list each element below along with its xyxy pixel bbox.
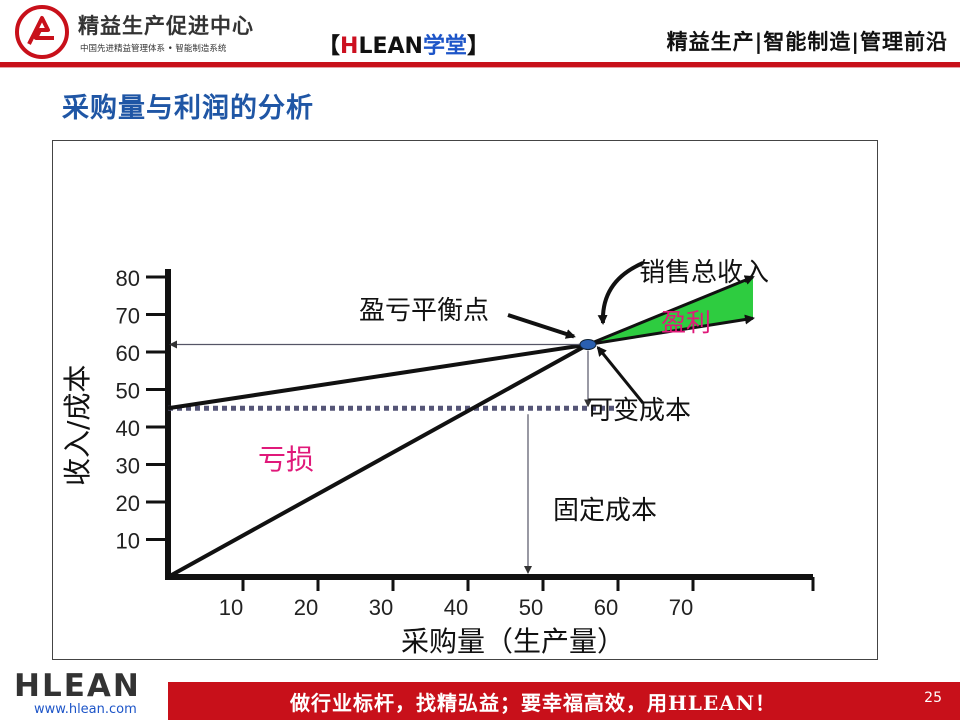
x-tick-label: 10 xyxy=(219,595,243,620)
revenue-line-extension xyxy=(587,275,755,346)
variable-cost-pointer xyxy=(596,345,645,404)
page-number: 25 xyxy=(924,690,942,706)
x-tick-label: 40 xyxy=(444,595,468,620)
academy-title: 【HLEAN学堂】 xyxy=(318,28,489,60)
header-divider xyxy=(0,62,960,67)
y-tick-label: 70 xyxy=(116,304,140,329)
y-tick-label: 30 xyxy=(116,454,140,479)
footer-logo: HLEAN xyxy=(14,668,141,704)
variable-cost-label: 可变成本 xyxy=(587,396,691,426)
academy-bracket-left: 【 xyxy=(318,34,341,59)
x-tick-label: 30 xyxy=(369,595,393,620)
break-even-chart: 10 20 30 40 50 60 70 80 10 20 30 40 50 60 70 收入/成本 采购量… xyxy=(61,258,815,658)
header-tagline: 精益生产|智能制造|管理前沿 xyxy=(666,30,948,54)
revenue-pointer xyxy=(597,261,644,325)
y-axis-label: 收入/成本 xyxy=(61,365,94,486)
header: 精益生产促进中心 中国先进精益管理体系 • 智能制造系统 【HLEAN学堂】 精… xyxy=(0,0,960,68)
x-tick-label: 70 xyxy=(669,595,693,620)
total-cost-line xyxy=(167,342,589,411)
break-even-pointer xyxy=(507,313,576,339)
academy-lean: LEAN xyxy=(358,34,423,59)
y-tick-label: 50 xyxy=(116,379,140,404)
academy-bracket-right: 】 xyxy=(466,34,489,59)
footer-slogan: 做行业标杆，找精弘益；要幸福高效，用HLEAN！ xyxy=(290,691,777,715)
brand-name: 精益生产促进中心 xyxy=(78,13,254,38)
total-cost-line-extension xyxy=(587,314,755,346)
y-tick-label: 60 xyxy=(116,341,140,366)
brand-subtitle: 中国先进精益管理体系 • 智能制造系统 xyxy=(80,44,227,54)
slide-title: 采购量与利润的分析 xyxy=(62,93,314,124)
y-tick-label: 20 xyxy=(116,491,140,516)
break-even-point xyxy=(579,339,597,350)
x-tick-label: 60 xyxy=(594,595,618,620)
footer-url[interactable]: www.hlean.com xyxy=(34,702,137,717)
break-even-label: 盈亏平衡点 xyxy=(359,296,489,326)
revenue-line xyxy=(167,342,589,579)
x-tick-label: 20 xyxy=(294,595,318,620)
header-divider-thin xyxy=(0,67,960,68)
loss-label: 亏损 xyxy=(258,443,314,476)
label-layer: 收入/成本 采购量（生产量） 销售总收入 盈亏平衡点 盈利 可变成本 亏损 固定… xyxy=(61,258,769,658)
y-tick-label: 40 xyxy=(116,416,140,441)
academy-h: H xyxy=(340,34,359,59)
x-axis-label: 采购量（生产量） xyxy=(401,625,625,658)
chart-frame: 10 20 30 40 50 60 70 80 10 20 30 40 50 60 70 收入/成本 采购量… xyxy=(52,140,878,660)
y-tick-label: 10 xyxy=(116,529,140,554)
footer-bar xyxy=(168,682,960,720)
revenue-label: 销售总收入 xyxy=(639,258,769,288)
academy-cn: 学堂 xyxy=(422,34,467,59)
x-tick-label: 50 xyxy=(519,595,543,620)
y-tick-label: 80 xyxy=(116,266,140,291)
plot-layer: 10 20 30 40 50 60 70 80 10 20 30 40 50 60 70 xyxy=(116,261,815,620)
logo-icon xyxy=(15,5,69,59)
profit-label: 盈利 xyxy=(661,308,711,337)
fixed-cost-label: 固定成本 xyxy=(553,496,657,526)
